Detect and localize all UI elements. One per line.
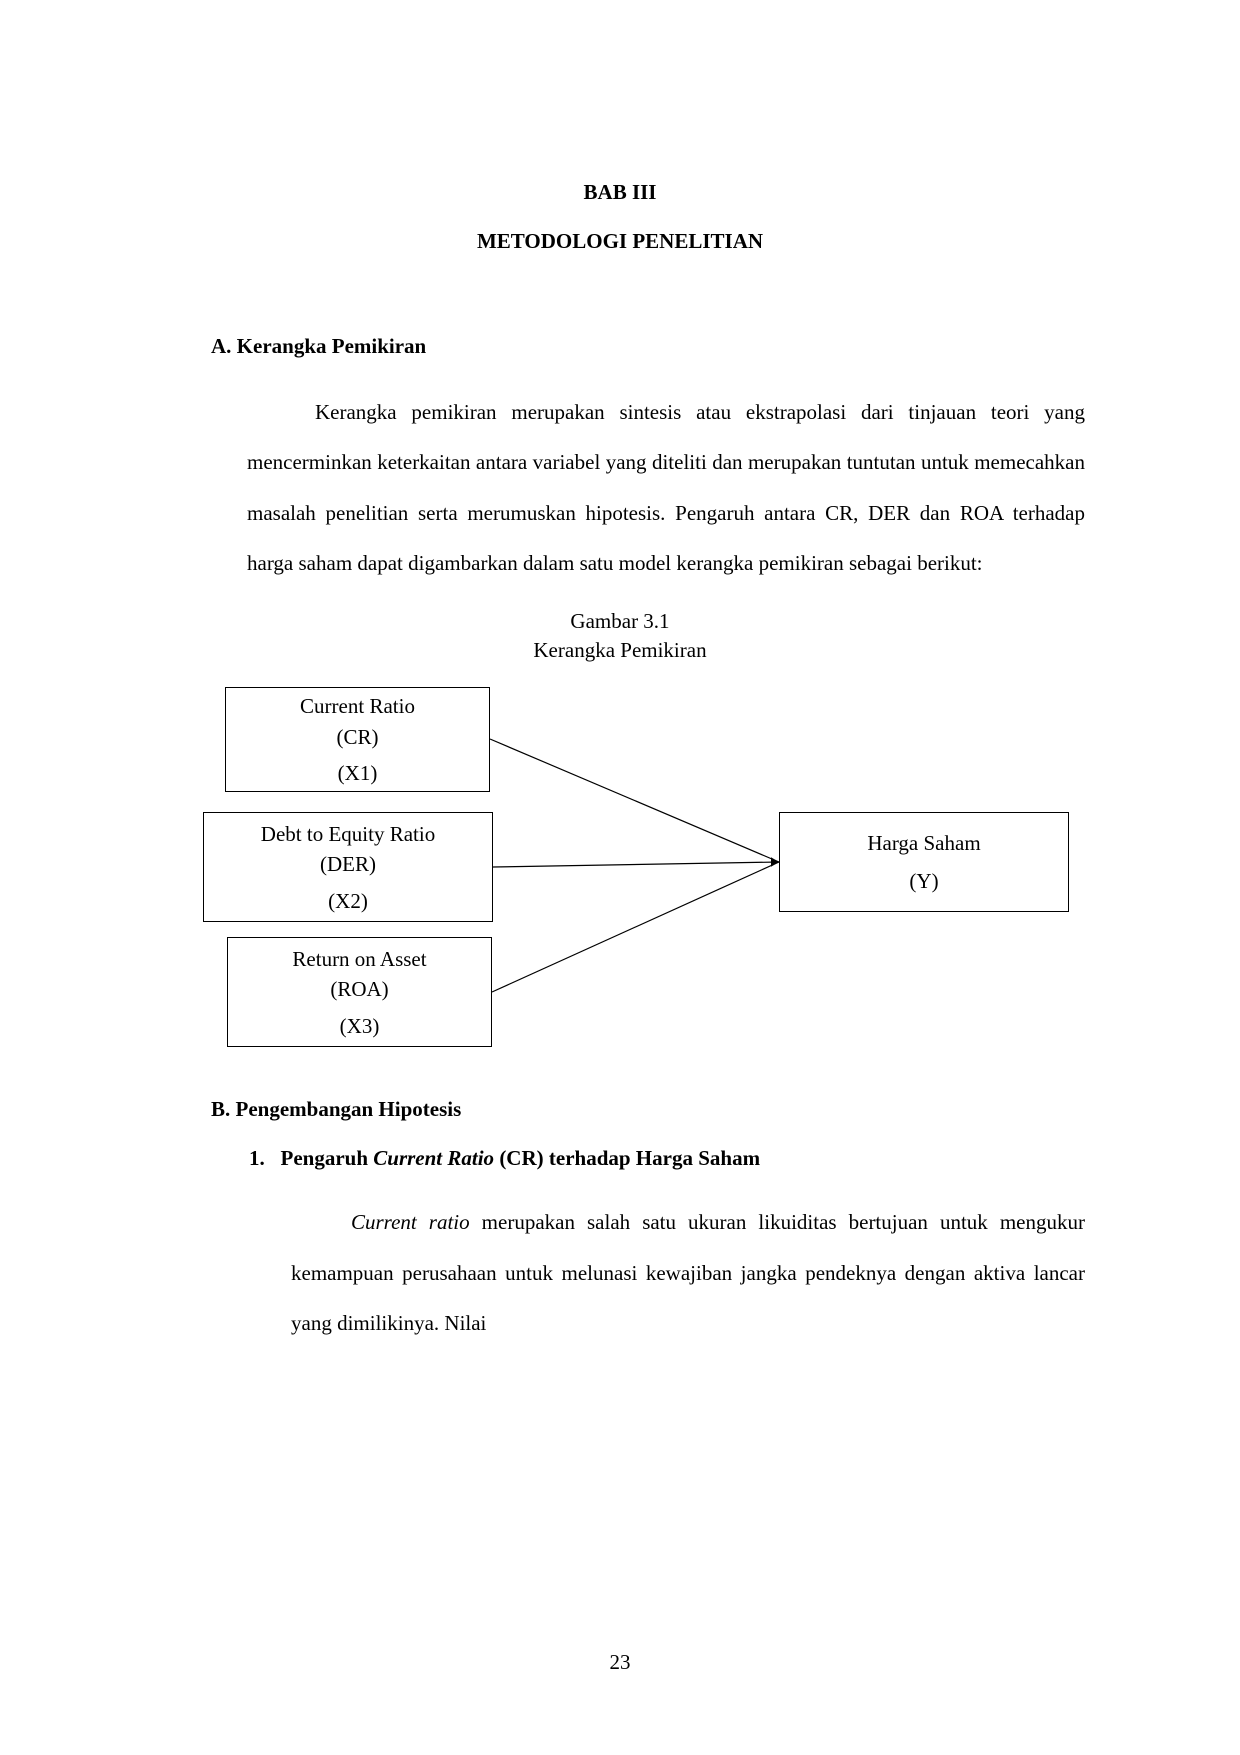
diagram-box-x3: Return on Asset (ROA) (X3) [227,937,492,1047]
section-a-heading: A. Kerangka Pemikiran [155,334,1085,359]
section-b-heading: B. Pengembangan Hipotesis [155,1097,1085,1122]
sub1-italic: Current Ratio [373,1146,494,1170]
diagram-box-x1: Current Ratio (CR) (X1) [225,687,490,792]
box-x1-line1: Current Ratio [300,691,415,721]
chapter-title: BAB III [155,180,1085,205]
figure-caption-text: Kerangka Pemikiran [533,638,706,662]
kerangka-diagram: Current Ratio (CR) (X1) Debt to Equity R… [155,687,1085,1057]
subsection-1-heading: 1. Pengaruh Current Ratio (CR) terhadap … [155,1146,1085,1171]
box-x2-line3: (X2) [328,886,368,916]
sub1-number: 1. [249,1146,265,1170]
box-x1-line3: (X1) [338,758,378,788]
box-x3-line1: Return on Asset [292,944,426,974]
figure-number: Gambar 3.1 [570,609,669,633]
subsection-1-paragraph: Current ratio merupakan salah satu ukura… [155,1197,1085,1348]
sub1-prefix: Pengaruh [281,1146,374,1170]
box-x1-line2: (CR) [337,722,379,752]
sub1-para-italic: Current ratio [351,1210,470,1234]
sub1-suffix: (CR) terhadap Harga Saham [494,1146,760,1170]
box-y-line2: (Y) [909,866,938,896]
section-a-paragraph: Kerangka pemikiran merupakan sintesis at… [155,387,1085,589]
diagram-box-y: Harga Saham (Y) [779,812,1069,912]
box-y-line1: Harga Saham [867,828,980,858]
box-x3-line3: (X3) [340,1011,380,1041]
box-x2-line2: (DER) [320,849,376,879]
section-a-body: Kerangka pemikiran merupakan sintesis at… [247,400,1085,575]
chapter-subtitle: METODOLOGI PENELITIAN [155,229,1085,254]
box-x2-line1: Debt to Equity Ratio [261,819,435,849]
page-number: 23 [0,1650,1240,1675]
diagram-box-x2: Debt to Equity Ratio (DER) (X2) [203,812,493,922]
figure-caption: Gambar 3.1 Kerangka Pemikiran [155,607,1085,666]
box-x3-line2: (ROA) [330,974,388,1004]
